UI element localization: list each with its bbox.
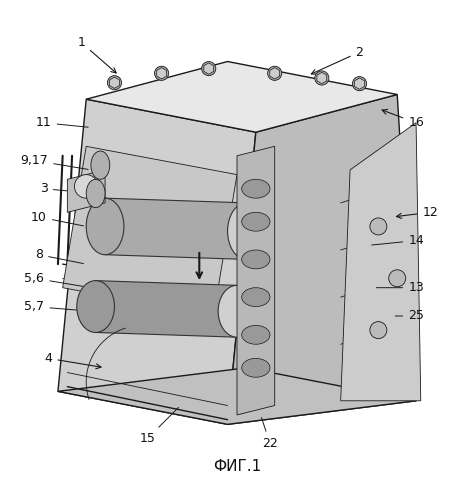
Ellipse shape <box>242 212 270 231</box>
Circle shape <box>201 62 216 76</box>
Text: 11: 11 <box>36 116 88 130</box>
Text: 5,7: 5,7 <box>24 300 88 313</box>
Polygon shape <box>96 280 237 337</box>
Text: 12: 12 <box>396 206 438 219</box>
Circle shape <box>370 322 387 338</box>
Ellipse shape <box>242 288 270 306</box>
Polygon shape <box>67 170 105 212</box>
Text: 9,17: 9,17 <box>20 154 88 170</box>
Text: 16: 16 <box>382 110 424 130</box>
Circle shape <box>108 76 121 90</box>
Text: 4: 4 <box>45 352 101 369</box>
Text: 14: 14 <box>372 234 424 247</box>
Circle shape <box>315 71 329 85</box>
Polygon shape <box>341 123 421 401</box>
Text: 1: 1 <box>78 36 116 73</box>
Text: 10: 10 <box>31 210 83 226</box>
Text: 5,6: 5,6 <box>25 272 88 287</box>
Circle shape <box>353 76 366 90</box>
Polygon shape <box>109 77 119 88</box>
Text: ФИГ.1: ФИГ.1 <box>213 460 261 474</box>
Circle shape <box>155 66 169 80</box>
Ellipse shape <box>242 250 270 269</box>
Polygon shape <box>105 198 246 260</box>
Polygon shape <box>204 63 214 74</box>
Text: 2: 2 <box>311 46 364 74</box>
Ellipse shape <box>242 180 270 198</box>
Text: 3: 3 <box>40 182 93 195</box>
Text: 8: 8 <box>35 248 83 264</box>
Polygon shape <box>58 99 256 424</box>
Polygon shape <box>228 94 416 424</box>
Polygon shape <box>237 146 275 415</box>
Polygon shape <box>58 368 416 424</box>
Circle shape <box>389 270 406 287</box>
Ellipse shape <box>86 180 105 208</box>
Ellipse shape <box>242 326 270 344</box>
Polygon shape <box>157 68 166 79</box>
Polygon shape <box>355 78 365 90</box>
Text: 13: 13 <box>376 281 424 294</box>
Polygon shape <box>86 62 397 132</box>
Text: 25: 25 <box>395 310 424 322</box>
Polygon shape <box>270 68 280 79</box>
Ellipse shape <box>77 280 115 332</box>
Ellipse shape <box>228 203 265 260</box>
Polygon shape <box>317 72 327 84</box>
Ellipse shape <box>91 151 110 180</box>
Text: 22: 22 <box>262 418 278 450</box>
Polygon shape <box>63 146 237 316</box>
Text: 15: 15 <box>139 408 179 445</box>
Circle shape <box>268 66 282 80</box>
Ellipse shape <box>218 286 256 337</box>
Ellipse shape <box>242 358 270 377</box>
Ellipse shape <box>86 198 124 254</box>
Circle shape <box>370 218 387 235</box>
Circle shape <box>74 174 98 198</box>
